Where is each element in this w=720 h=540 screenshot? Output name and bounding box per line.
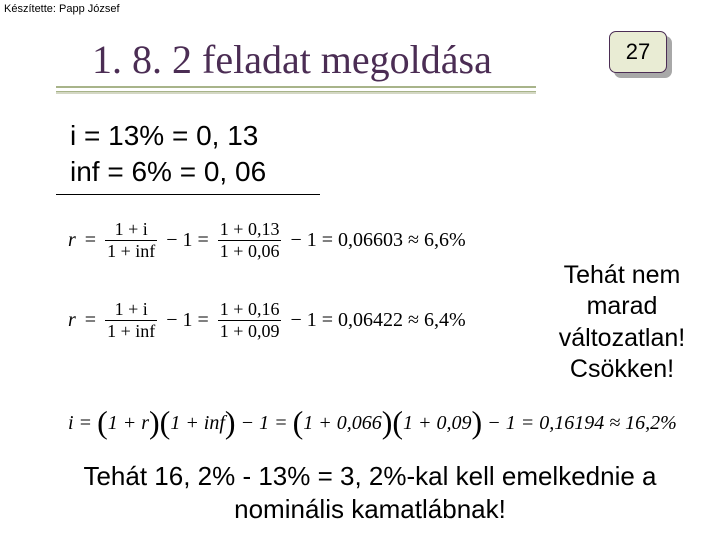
minus-one: − 1 = xyxy=(163,309,212,332)
paren-open-icon: ( xyxy=(293,404,304,440)
page-title: 1. 8. 2 feladat megoldása xyxy=(92,36,492,83)
formula-3: i = (1 + r)(1 + inf) − 1 = (1 + 0,066)(1… xyxy=(68,400,677,437)
f1-frac-num: 1 + 0,13 1 + 0,06 xyxy=(218,220,282,261)
title-rule-1 xyxy=(56,86,536,88)
f1-num-num: 1 + 0,13 xyxy=(218,220,282,239)
equals-icon: = xyxy=(82,309,99,332)
page-number-badge: 27 xyxy=(609,31,667,73)
author-line: Készítette: Papp József xyxy=(4,3,120,15)
f3-f: 1 + 0,09 xyxy=(403,412,472,434)
title-rule-2 xyxy=(56,91,536,94)
f1-frac-sym: 1 + i 1 + inf xyxy=(105,220,157,261)
f3-c: 1 + inf xyxy=(170,412,225,434)
f2-sym-den: 1 + inf xyxy=(105,322,157,341)
result-note: Tehát nem marad változatlan! Csökken! xyxy=(540,260,704,385)
page-number: 27 xyxy=(626,39,650,65)
paren-open-icon: ( xyxy=(97,404,108,440)
f2-num-num: 1 + 0,16 xyxy=(218,300,282,319)
f3-e: 1 + 0,066 xyxy=(303,412,382,434)
given-line-2: inf = 6% = 0, 06 xyxy=(70,154,266,190)
f2-tail: − 1 = 0,06422 ≈ 6,4% xyxy=(287,309,468,332)
conclusion-text: Tehát 16, 2% - 13% = 3, 2%-kal kell emel… xyxy=(70,460,670,525)
paren-close-icon: ) xyxy=(149,404,160,440)
f2-sym-num: 1 + i xyxy=(113,300,150,319)
paren-close-icon: ) xyxy=(472,404,483,440)
formula-1: r = 1 + i 1 + inf − 1 = 1 + 0,13 1 + 0,0… xyxy=(68,220,469,261)
givens-underline xyxy=(56,194,320,195)
f3-a: i = xyxy=(68,412,97,434)
paren-open-icon: ( xyxy=(392,404,403,440)
formula-2: r = 1 + i 1 + inf − 1 = 1 + 0,16 1 + 0,0… xyxy=(68,300,469,341)
f1-tail: − 1 = 0,06603 ≈ 6,6% xyxy=(287,229,468,252)
paren-open-icon: ( xyxy=(160,404,171,440)
paren-close-icon: ) xyxy=(225,404,236,440)
f1-sym-num: 1 + i xyxy=(113,220,150,239)
f3-d: − 1 = xyxy=(236,412,293,434)
equals-icon: = xyxy=(82,229,99,252)
f2-num-den: 1 + 0,09 xyxy=(218,322,282,341)
f2-frac-num: 1 + 0,16 1 + 0,09 xyxy=(218,300,282,341)
f1-lhs: r xyxy=(68,229,76,252)
given-values: i = 13% = 0, 13 inf = 6% = 0, 06 xyxy=(70,118,266,191)
paren-close-icon: ) xyxy=(382,404,393,440)
f2-frac-sym: 1 + i 1 + inf xyxy=(105,300,157,341)
given-line-1: i = 13% = 0, 13 xyxy=(70,118,266,154)
f1-sym-den: 1 + inf xyxy=(105,242,157,261)
f3-g: − 1 = 0,16194 ≈ 16,2% xyxy=(482,412,677,434)
f3-b: 1 + r xyxy=(108,412,149,434)
minus-one: − 1 = xyxy=(163,229,212,252)
f1-num-den: 1 + 0,06 xyxy=(218,242,282,261)
f2-lhs: r xyxy=(68,309,76,332)
